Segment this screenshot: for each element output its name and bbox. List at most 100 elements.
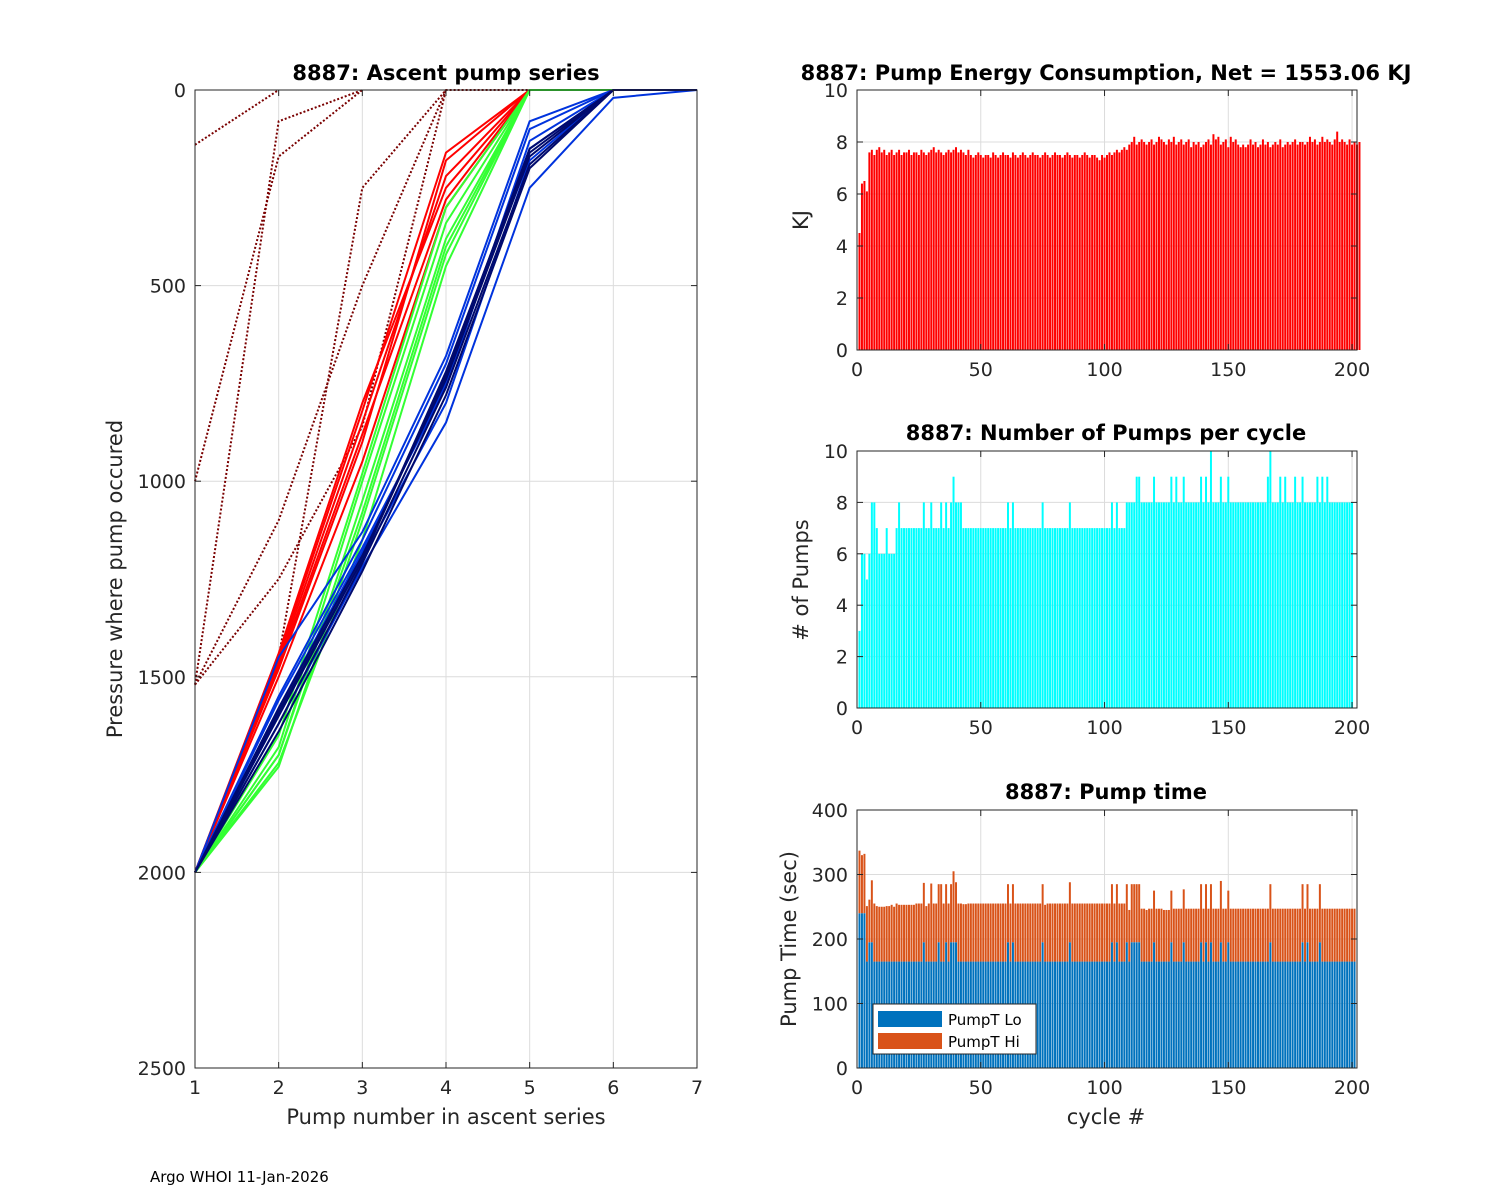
bar-pumpt-hi <box>1197 908 1200 962</box>
x-tick-label: 0 <box>851 1077 863 1099</box>
bar <box>1274 142 1277 350</box>
bar-pumpt-lo <box>1252 961 1255 1068</box>
energy-bars <box>858 131 1361 350</box>
bar-pumpt-hi <box>974 903 977 962</box>
bar <box>1145 502 1148 708</box>
bar-pumpt-lo <box>1219 942 1222 1068</box>
bar-pumpt-hi <box>987 903 990 962</box>
bar <box>888 553 891 708</box>
bar <box>1308 136 1311 350</box>
bar <box>1029 155 1032 350</box>
bar-pumpt-lo <box>1101 961 1104 1068</box>
bar <box>1076 155 1079 350</box>
bar <box>1187 139 1190 350</box>
bar <box>1026 528 1029 708</box>
bar-pumpt-hi <box>1222 908 1225 962</box>
pumptime-x-label: cycle # <box>1067 1105 1146 1129</box>
x-tick-label: 200 <box>1334 1077 1370 1099</box>
bar <box>1078 157 1081 350</box>
bar <box>1118 528 1121 708</box>
bar <box>868 553 871 708</box>
bar <box>1232 502 1235 708</box>
bar-pumpt-hi <box>1331 908 1334 962</box>
bar <box>1036 528 1039 708</box>
bar <box>1083 528 1086 708</box>
bar <box>893 553 896 708</box>
bar <box>1313 502 1316 708</box>
bar-pumpt-lo <box>1308 961 1311 1068</box>
bar <box>880 152 883 350</box>
bar-pumpt-lo <box>1135 942 1138 1068</box>
bar <box>883 149 886 350</box>
bar-pumpt-lo <box>1128 961 1131 1068</box>
bar <box>947 528 950 708</box>
bar <box>1093 528 1096 708</box>
bar <box>1346 502 1349 708</box>
bar-pumpt-hi <box>1034 903 1037 962</box>
bar-pumpt-lo <box>1286 961 1289 1068</box>
bar <box>1212 502 1215 708</box>
bar-pumpt-lo <box>1157 961 1160 1068</box>
x-tick-label: 200 <box>1334 359 1370 381</box>
bar <box>992 528 995 708</box>
bar <box>1252 144 1255 350</box>
bar-pumpt-lo <box>865 961 868 1068</box>
bar <box>860 183 863 350</box>
bar-pumpt-lo <box>1192 961 1195 1068</box>
bar-pumpt-hi <box>1076 903 1079 962</box>
y-tick-label: 10 <box>824 80 848 102</box>
bar-pumpt-hi <box>930 883 933 962</box>
bar-pumpt-hi <box>1049 903 1052 962</box>
bar <box>977 528 980 708</box>
ascent-profile-lines <box>194 89 698 874</box>
bar <box>964 528 967 708</box>
bar <box>1130 502 1133 708</box>
bar <box>1247 502 1250 708</box>
bar-pumpt-lo <box>1242 961 1245 1068</box>
bar-pumpt-hi <box>1009 903 1012 962</box>
bar <box>955 502 957 708</box>
bar <box>905 152 908 350</box>
bar <box>1115 149 1118 350</box>
bar <box>1031 528 1034 708</box>
bar <box>959 502 962 708</box>
bar-pumpt-hi <box>1190 908 1193 962</box>
y-tick-label: 8 <box>836 492 848 514</box>
bar <box>1185 142 1188 350</box>
bar-pumpt-hi <box>967 903 970 962</box>
bar <box>1046 155 1049 350</box>
bar-pumpt-lo <box>1123 961 1126 1068</box>
bar <box>1120 528 1123 708</box>
bar <box>1063 155 1066 350</box>
bar-pumpt-hi <box>1276 908 1279 962</box>
bar-pumpt-hi <box>1039 903 1042 962</box>
bar-pumpt-hi <box>984 903 987 962</box>
bar <box>1212 134 1215 350</box>
bar-pumpt-hi <box>1333 908 1336 962</box>
bar-pumpt-hi <box>1192 908 1195 962</box>
bar <box>868 152 871 350</box>
bar-pumpt-lo <box>1289 961 1292 1068</box>
y-tick-label: 6 <box>836 544 848 566</box>
bar <box>989 528 992 708</box>
bar <box>907 149 910 350</box>
bar-pumpt-hi <box>1093 903 1096 962</box>
footer-credit: Argo WHOI 11-Jan-2026 <box>150 1168 329 1186</box>
bar-pumpt-lo <box>1313 961 1316 1068</box>
bar <box>1336 131 1339 350</box>
energy-y-label: KJ <box>789 210 813 230</box>
bar-pumpt-hi <box>925 906 928 962</box>
bar-pumpt-lo <box>1049 961 1052 1068</box>
bar-pumpt-lo <box>1066 961 1069 1068</box>
bar <box>1143 142 1146 350</box>
bar-pumpt-lo <box>1088 961 1091 1068</box>
bar <box>1160 139 1163 350</box>
bar-pumpt-hi <box>885 906 888 962</box>
bar-pumpt-hi <box>922 882 925 943</box>
bar-pumpt-lo <box>1338 961 1341 1068</box>
x-tick-label: 2 <box>273 1077 285 1099</box>
bar <box>1219 476 1222 708</box>
bar-pumpt-hi <box>1281 908 1284 962</box>
bar <box>1044 152 1047 350</box>
bar-pumpt-lo <box>1078 961 1081 1068</box>
